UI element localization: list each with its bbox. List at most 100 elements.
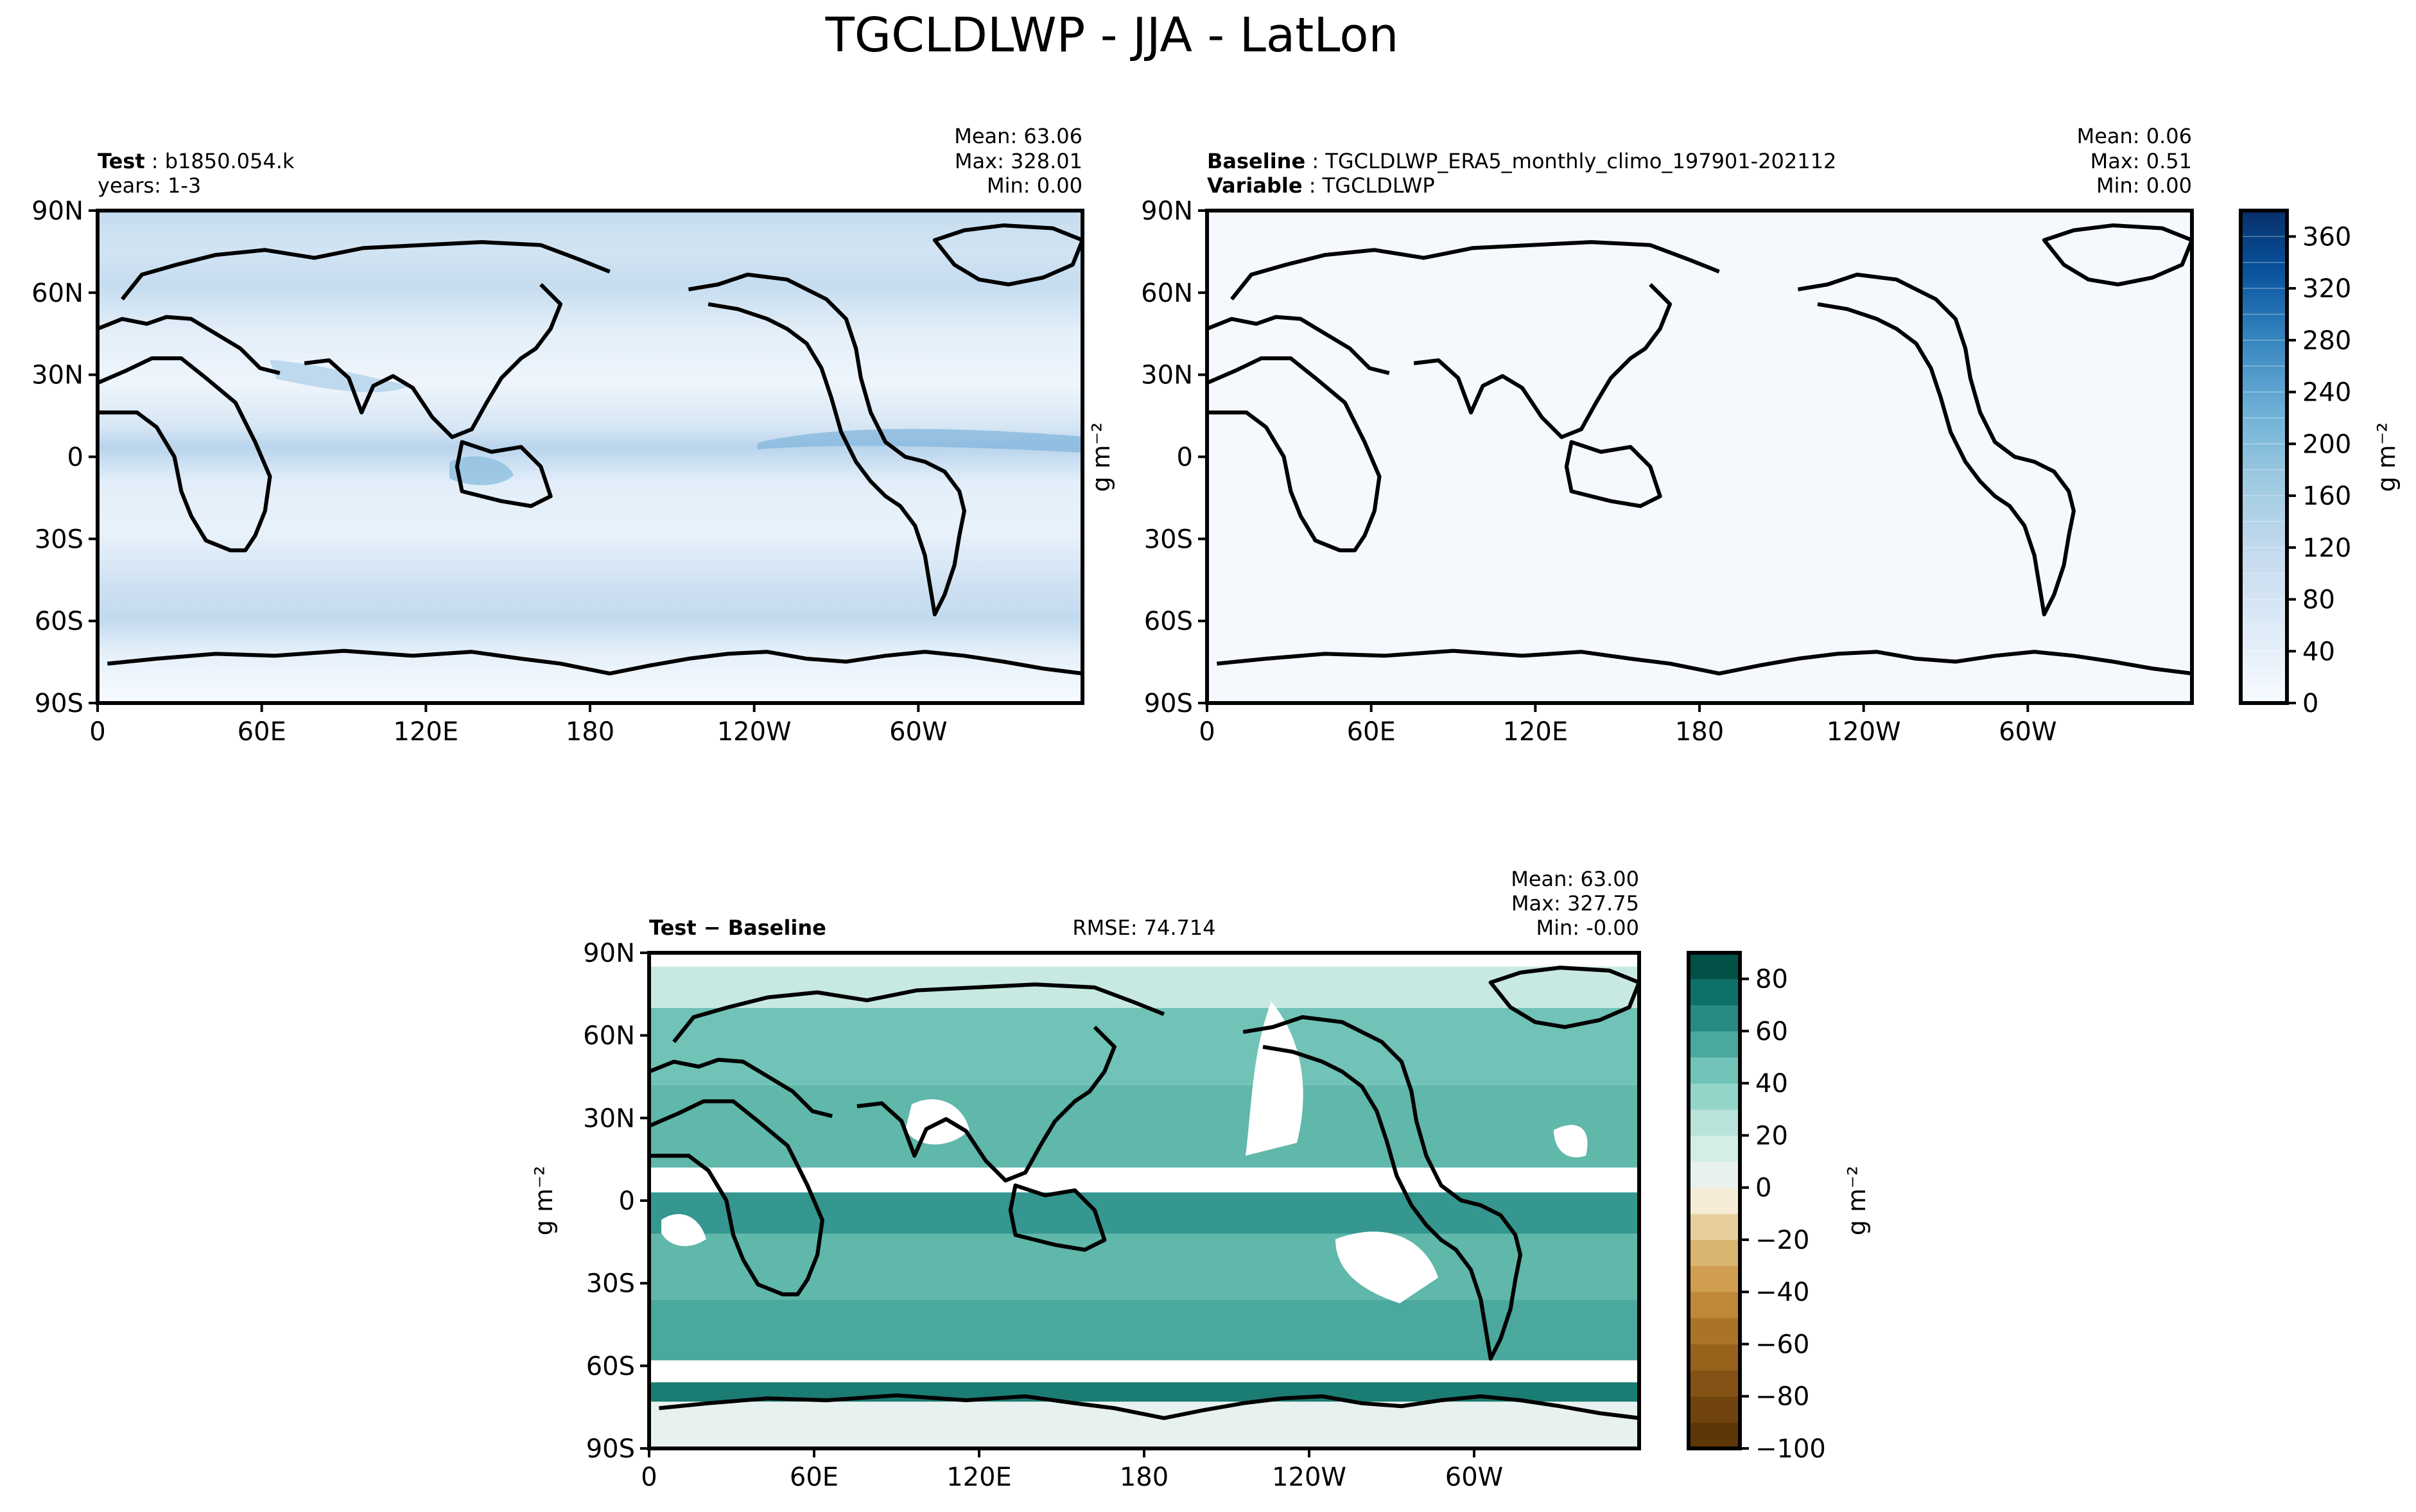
panel-test-ytick-label: 0 [67,443,83,473]
panel-diff-ytick-label: 90S [586,1434,635,1464]
panel-baseline-stats-max: Max: 0.51 [2090,149,2192,173]
panel-diff-zero-pacific [1246,1002,1303,1156]
panel-baseline-xtick-label: 180 [1675,717,1724,747]
panel-diff-xtick-label: 120E [946,1463,1012,1492]
panel-diff-xtick-label: 0 [641,1463,657,1492]
panel-diff-title: Test − Baseline [649,916,826,940]
colorbar-div-tick-label: −100 [1755,1434,1826,1464]
colorbar-div-level [1689,1422,1740,1449]
colorbar-div-level [1689,1057,1740,1084]
panel-test-ytick-label: 60S [35,607,83,636]
panel-test-xticks: 0 60E 120E 180 120W 60W [89,703,948,747]
panel-diff-band [649,1007,1639,1085]
panel-baseline-xtick-label: 120W [1827,717,1901,747]
colorbar-div-tick-label: 40 [1755,1069,1788,1099]
panel-test-xtick-label: 60W [889,717,947,747]
panel-test-ytick-label: 90N [31,196,83,226]
panel-diff-ytick-label: 60N [583,1021,635,1051]
panel-diff-band [649,1192,1639,1234]
colorbar-div-level [1689,1109,1740,1136]
panel-diff-yticks: 90N 60N 30N 0 30S 60S 90S [583,939,649,1464]
panel-test-ytick-label: 60N [31,279,83,308]
panel-test-years: years: 1-3 [98,173,201,198]
panel-test-xtick-label: 120W [717,717,792,747]
colorbar-div-tick-label: −60 [1755,1330,1809,1359]
panel-baseline-stats-mean: Mean: 0.06 [2077,124,2192,148]
colorbar-div-ticks: −100 −80 −60 −40 −20 0 20 40 60 80 [1740,965,1826,1464]
panel-test-value: b1850.054.k [165,149,295,173]
panel-test-label: Test [98,149,145,173]
colorbar-div-tick-label: 80 [1755,965,1788,995]
panel-test-ytick-label: 30S [35,525,83,554]
panel-baseline-value: TGCLDLWP_ERA5_monthly_climo_197901-20211… [1325,149,1836,173]
panel-diff-ytick-label: 90N [583,939,635,968]
panel-baseline-xtick-label: 0 [1199,717,1215,747]
colorbar-div-level [1689,1396,1740,1423]
colorbar-div-frame [1687,951,1742,1450]
panel-diff-xtick-label: 120W [1272,1463,1346,1492]
colorbar-div-tick-label: 20 [1755,1121,1788,1151]
panel-baseline: Mean: 0.06 Max: 0.51 Min: 0.00 Baseline … [1087,124,2194,747]
colorbar-seq-tick-label: 0 [2302,689,2318,718]
colorbar-seq-label: g m⁻² [2372,422,2401,492]
colorbar-seq-tick-label: 280 [2302,326,2351,356]
panel-diff-stats-min: Min: -0.00 [1536,916,1639,940]
colorbar-div-level [1689,1317,1740,1344]
colorbar-div-level [1689,978,1740,1005]
panel-diff-xtick-label: 180 [1120,1463,1169,1492]
panel-diff-band [649,1167,1639,1193]
colorbar-seq-tick-label: 80 [2302,586,2335,615]
colorbar-div-level [1689,1187,1740,1214]
colorbar-div: −100 −80 −60 −40 −20 0 20 40 60 80 g m⁻² [1687,951,1871,1464]
panel-diff-ytick-label: 0 [619,1186,635,1216]
colorbar-seq-frame [2239,209,2289,705]
panel-baseline-label: Baseline [1207,149,1305,173]
colorbar-div-level [1689,1265,1740,1292]
panel-test-yticks: 90N 60N 30N 0 30S 60S 90S [31,196,98,718]
colorbar-div-level [1689,1161,1740,1188]
colorbar-div-level [1689,1292,1740,1319]
panel-baseline-ytick-label: 90N [1141,196,1193,226]
panel-baseline-ytick-label: 60N [1141,279,1193,308]
panel-baseline-ytick-label: 0 [1177,443,1193,473]
panel-baseline-variable: Variable : TGCLDLWP [1207,173,1435,198]
panel-diff-xticks: 0 60E 120E 180 120W 60W [641,1448,1503,1492]
colorbar-seq-tick-label: 320 [2302,274,2351,304]
panel-diff-zero-south-pacific [1335,1231,1438,1303]
panel-baseline-variable-label: Variable [1207,173,1303,198]
panel-test-title: Test : b1850.054.k [98,149,295,173]
panel-test-ytick-label: 30N [31,361,83,390]
panel-test-xtick-label: 180 [566,717,614,747]
panel-diff-zero-atlantic [1554,1125,1588,1158]
panel-baseline-xtick-label: 60W [1999,717,2056,747]
panel-baseline-xticks: 0 60E 120E 180 120W 60W [1199,703,2057,747]
panel-baseline-title: Baseline : TGCLDLWP_ERA5_monthly_climo_1… [1207,149,1836,173]
panel-test-xtick-label: 60E [238,717,286,747]
panel-diff-xtick-label: 60W [1445,1463,1503,1492]
colorbar-div-level [1689,1135,1740,1162]
colorbar-div-tick-label: −40 [1755,1278,1809,1307]
panel-diff-ytick-label: 60S [586,1351,635,1381]
panel-diff-ytick-label: 30S [586,1269,635,1299]
panel-diff-band [649,1084,1639,1168]
panel-diff-xtick-label: 60E [790,1463,839,1492]
panel-baseline-xtick-label: 120E [1503,717,1569,747]
colorbar-div-level [1689,1239,1740,1267]
colorbar-div-level [1689,1213,1740,1240]
colorbar-seq-tick-label: 40 [2302,637,2335,666]
panel-baseline-stats-min: Min: 0.00 [2096,173,2192,198]
panel-test-field [98,211,1082,703]
colorbar-seq-ticks: 0 40 80 120 160 200 240 280 320 360 [2287,222,2351,718]
colorbar-div-tick-label: −20 [1755,1226,1809,1255]
panel-diff-ylabel: g m⁻² [530,1166,558,1236]
panel-diff-stats-max: Max: 327.75 [1511,891,1639,916]
panel-baseline-ytick-label: 90S [1144,689,1193,718]
panel-baseline-ytick-label: 30S [1144,525,1193,554]
colorbar-div-level [1689,1030,1740,1058]
panel-test-stats-min: Min: 0.00 [987,173,1082,198]
panel-baseline-ytick-label: 30N [1141,361,1193,390]
panel-test-stats-max: Max: 328.01 [955,149,1082,173]
panel-baseline-field [1207,211,2192,703]
panel-diff-rmse: RMSE: 74.714 [1072,916,1215,940]
